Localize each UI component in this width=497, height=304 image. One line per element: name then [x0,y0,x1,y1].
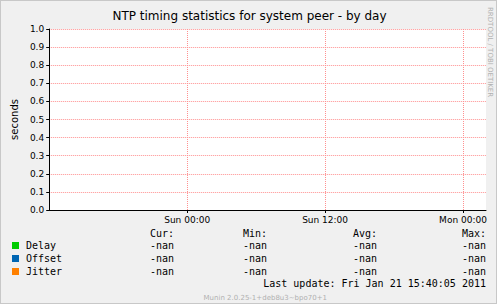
svg-text:0.2: 0.2 [30,169,44,179]
html-text:Jitter: Jitter [26,266,63,277]
html-text:Cur:: Cur: [149,228,174,239]
svg-text:Mon 00:00: Mon 00:00 [439,215,487,225]
svg-text:0.7: 0.7 [30,78,44,88]
html-text:Offset: Offset [26,253,63,264]
html-text:Munin 2.0.25-1+deb8u3~bpo70+1: Munin 2.0.25-1+deb8u3~bpo70+1 [203,294,327,302]
html-text:RRDTOOL / TOBI OETIKER: RRDTOOL / TOBI OETIKER [486,7,494,98]
html-text:-nan: -nan [149,240,174,251]
svg-text:0.1: 0.1 [30,187,44,197]
html-text:-nan: -nan [149,266,174,277]
html-text:Max:: Max: [461,228,486,239]
svg-text:0.4: 0.4 [30,133,45,143]
svg-text:0.8: 0.8 [30,60,45,70]
html-text:-nan: -nan [461,240,486,251]
html-text:Delay: Delay [26,240,57,251]
html-text:-nan: -nan [149,253,174,264]
html-text:Avg:: Avg: [352,228,377,239]
svg-text:Sun 12:00: Sun 12:00 [302,215,348,225]
html-text:Last update: Fri Jan 21 15:40:: Last update: Fri Jan 21 15:40:05 2011 [263,278,486,289]
html-text:-nan: -nan [352,240,377,251]
svg-text:seconds: seconds [9,99,20,140]
svg-text:0.6: 0.6 [30,96,45,106]
html-text:-nan: -nan [242,240,267,251]
svg-text:0.9: 0.9 [30,42,45,52]
html-text:-nan: -nan [461,253,486,264]
html-text:-nan: -nan [461,266,486,277]
svg-text:0.5: 0.5 [30,115,44,125]
svg-text:1.0: 1.0 [30,24,45,34]
svg-text:0.3: 0.3 [30,151,44,161]
svg-text:NTP timing statistics for syst: NTP timing statistics for system peer - … [112,9,386,23]
html-text:-nan: -nan [242,253,267,264]
svg-text:0.0: 0.0 [30,205,45,215]
svg-text:Sun 00:00: Sun 00:00 [164,215,210,225]
html-text:-nan: -nan [352,266,377,277]
html-text:-nan: -nan [242,266,267,277]
html-text:-nan: -nan [352,253,377,264]
html-text:Min:: Min: [242,228,267,239]
